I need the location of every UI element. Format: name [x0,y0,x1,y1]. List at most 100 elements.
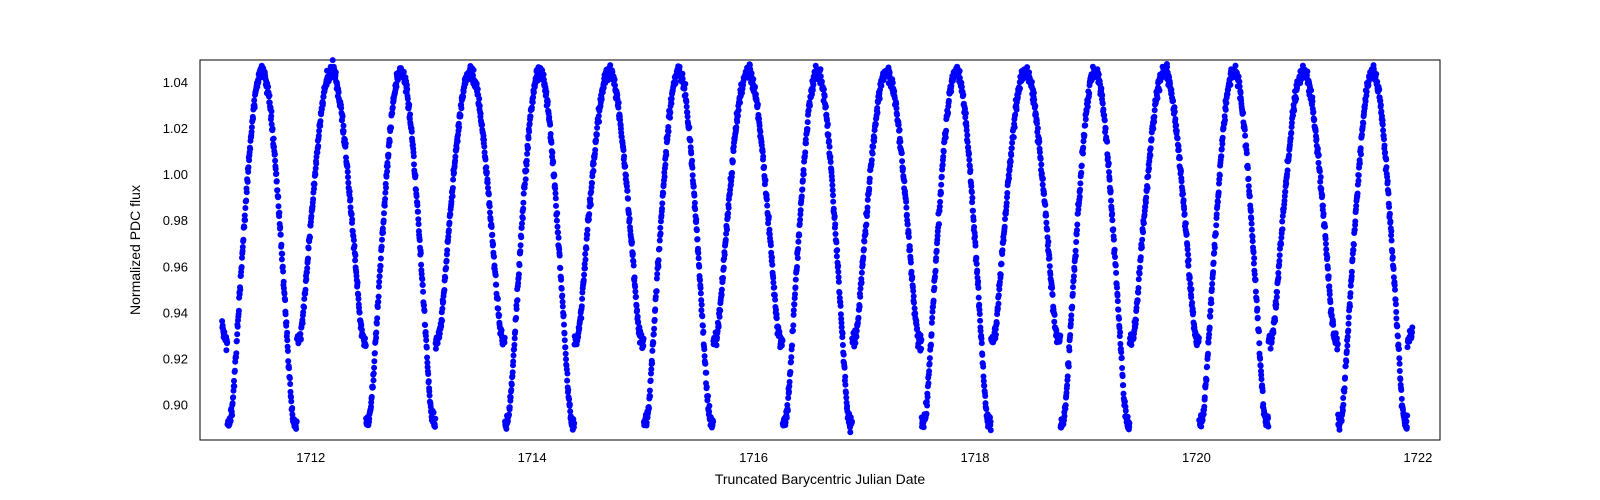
data-point [657,246,663,252]
data-point [1342,375,1348,381]
data-point [422,322,428,328]
data-point [933,268,939,274]
data-point [1222,117,1228,123]
data-point [589,180,595,186]
data-point [1066,347,1072,353]
data-point [672,81,678,87]
data-point [386,152,392,158]
data-point [699,313,705,319]
data-point [487,203,493,209]
data-point [1133,317,1139,323]
data-point [267,93,273,99]
data-point [1316,152,1322,158]
data-point [933,255,939,261]
data-point [1183,220,1189,226]
data-point [1078,170,1084,176]
data-point [705,393,711,399]
data-point [284,337,290,343]
data-point [444,247,450,253]
data-point [1310,98,1316,104]
data-point [910,288,916,294]
data-point [372,350,378,356]
data-point [298,337,304,343]
data-point [1112,247,1118,253]
data-point [1116,316,1122,322]
data-point [1321,211,1327,217]
data-point [341,123,347,129]
data-point [1073,253,1079,259]
data-point [1119,365,1125,371]
data-point [826,138,832,144]
data-point [1327,291,1333,297]
data-point [1045,239,1051,245]
data-point [818,73,824,79]
data-point [1011,134,1017,140]
data-point [293,426,299,432]
data-point [701,346,707,352]
data-point [1340,402,1346,408]
x-tick-label: 1716 [739,450,768,465]
data-point [983,406,989,412]
data-point [646,406,652,412]
x-axis-label: Truncated Barycentric Julian Date [715,471,926,487]
data-point [1102,117,1108,123]
data-point [440,299,446,305]
data-point [1360,120,1366,126]
data-point [1392,287,1398,293]
data-point [381,210,387,216]
data-point [1185,246,1191,252]
data-point [351,237,357,243]
data-point [1283,181,1289,187]
data-point [1109,217,1115,223]
data-point [1308,87,1314,93]
data-point [1381,136,1387,142]
data-point [682,81,688,87]
data-point [1320,203,1326,209]
data-point [685,114,691,120]
data-point [1260,388,1266,394]
data-point [529,105,535,111]
data-point [1208,300,1214,306]
data-point [432,416,438,422]
data-point [859,270,865,276]
data-point [1274,294,1280,300]
data-point [825,132,831,138]
data-point [592,147,598,153]
data-point [737,100,743,106]
data-point [683,92,689,98]
data-point [444,258,450,264]
data-point [1041,191,1047,197]
data-point [272,158,278,164]
data-point [431,410,437,416]
data-point [717,314,723,320]
data-point [1098,85,1104,91]
data-point [1325,266,1331,272]
data-point [969,189,975,195]
data-point [1152,107,1158,113]
data-point [236,308,242,314]
data-point [625,196,631,202]
data-point [377,273,383,279]
data-point [301,304,307,310]
data-point [1109,211,1115,217]
data-point [349,217,355,223]
data-point [900,166,906,172]
data-point [1002,216,1008,222]
data-point [1004,190,1010,196]
data-point [1062,413,1068,419]
data-point [1350,247,1356,253]
data-point [288,398,294,404]
data-point [1250,238,1256,244]
data-point [1248,208,1254,214]
data-point [1276,275,1282,281]
y-tick-label: 1.00 [163,167,188,182]
data-point [999,261,1005,267]
data-point [1157,88,1163,94]
data-point [418,250,424,256]
data-point [240,244,246,250]
data-point [1184,231,1190,237]
data-point [548,131,554,137]
data-point [1032,103,1038,109]
data-point [240,237,246,243]
data-point [1409,324,1415,330]
